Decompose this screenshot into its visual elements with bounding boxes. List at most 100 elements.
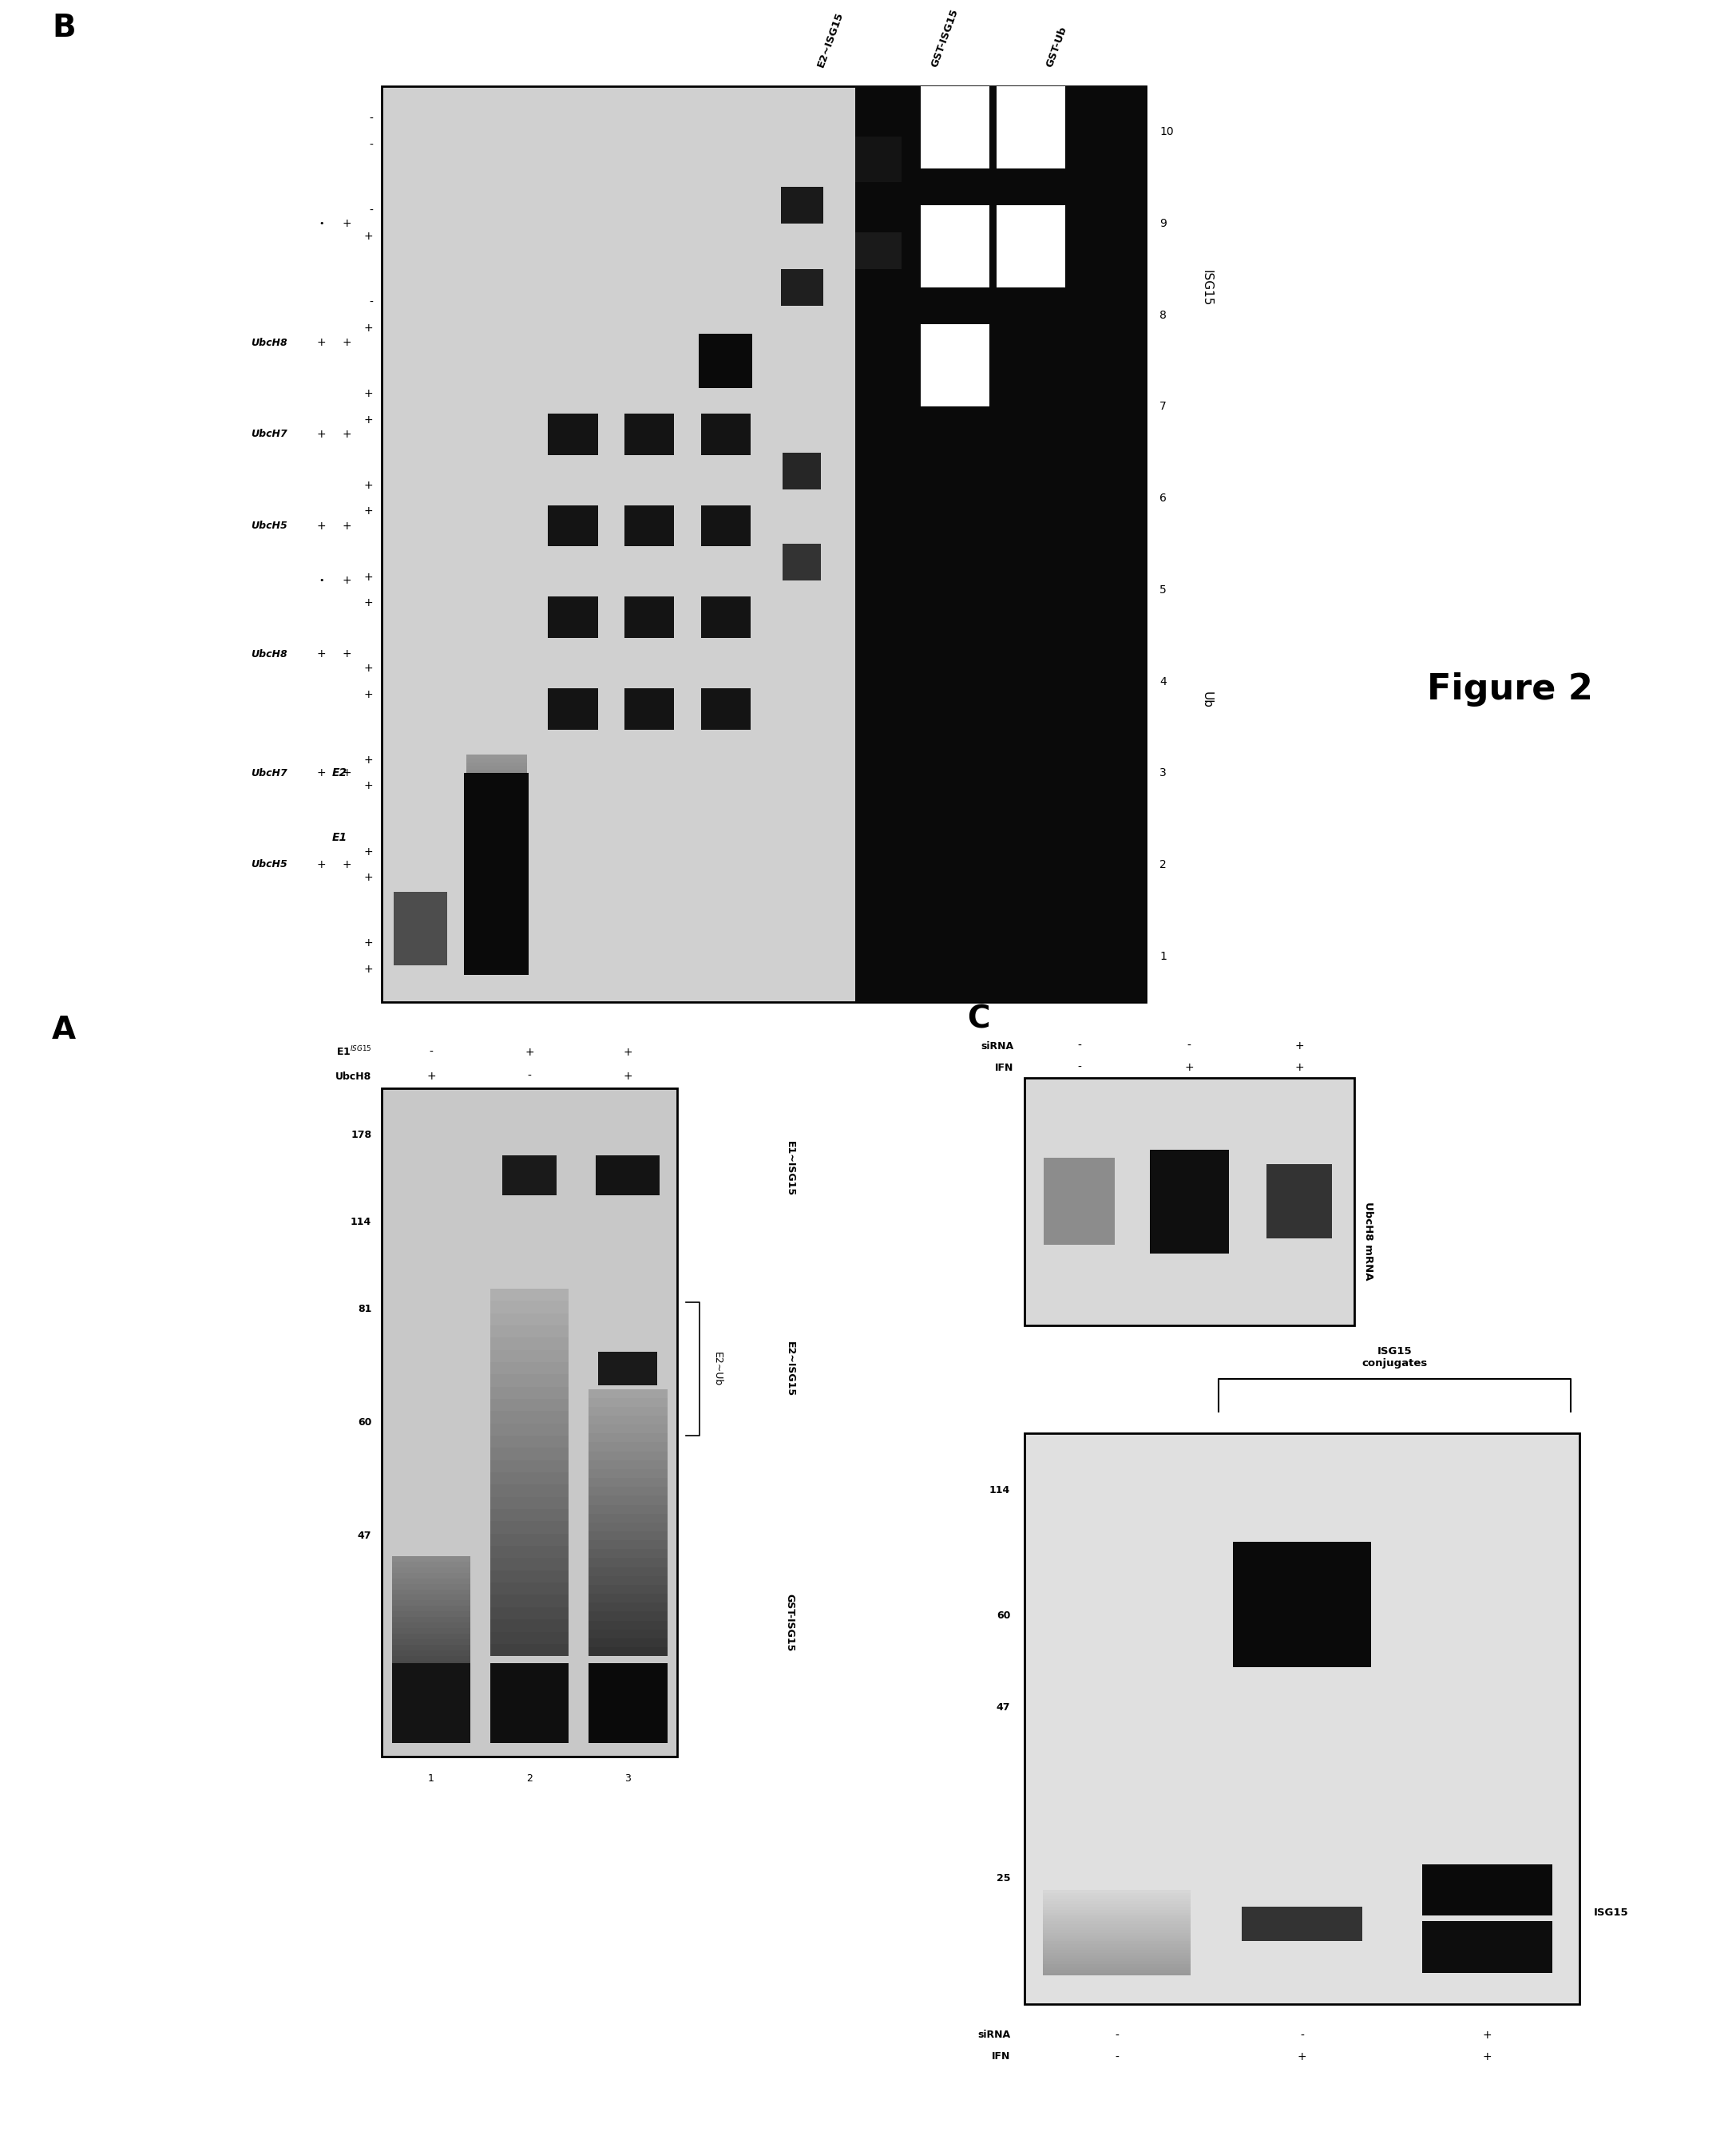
- Bar: [1043, 1933, 1191, 1935]
- Bar: [1043, 1916, 1191, 1918]
- Bar: [996, 205, 1066, 287]
- Text: +: +: [342, 519, 352, 532]
- Text: 25: 25: [996, 1873, 1010, 1883]
- Text: E2~ISG15: E2~ISG15: [816, 11, 845, 69]
- Text: 2: 2: [1160, 860, 1167, 871]
- Bar: [465, 791, 528, 795]
- Bar: [589, 1487, 667, 1496]
- Bar: [589, 1549, 667, 1558]
- Bar: [465, 843, 528, 847]
- Bar: [700, 334, 752, 388]
- Bar: [1043, 1896, 1191, 1899]
- Bar: [595, 1155, 660, 1196]
- Bar: [589, 1390, 667, 1399]
- Text: +: +: [316, 649, 326, 659]
- Bar: [1043, 1922, 1191, 1924]
- Bar: [920, 86, 990, 168]
- Text: 1: 1: [1160, 950, 1167, 961]
- Bar: [599, 1351, 658, 1386]
- Text: •: •: [319, 220, 323, 228]
- Bar: [465, 862, 528, 864]
- Bar: [920, 323, 990, 407]
- Text: +: +: [316, 519, 326, 532]
- Text: +: +: [524, 1047, 535, 1058]
- Bar: [465, 754, 528, 759]
- Text: GST-Ub: GST-Ub: [1045, 26, 1069, 69]
- Bar: [1043, 1892, 1191, 1896]
- Bar: [465, 817, 528, 821]
- Bar: [490, 1582, 569, 1595]
- Bar: [392, 1651, 470, 1655]
- Bar: [589, 1504, 667, 1513]
- Bar: [490, 1472, 569, 1485]
- Text: +: +: [1184, 1062, 1194, 1073]
- Bar: [465, 759, 528, 763]
- Bar: [1043, 1924, 1191, 1927]
- Bar: [701, 504, 750, 547]
- Bar: [392, 1662, 470, 1668]
- Bar: [589, 1567, 667, 1575]
- Bar: [392, 1690, 470, 1696]
- Bar: [392, 1633, 470, 1640]
- Bar: [783, 453, 821, 489]
- Bar: [392, 1590, 470, 1595]
- Text: 81: 81: [358, 1304, 372, 1315]
- Text: +: +: [365, 963, 373, 974]
- Text: 60: 60: [358, 1418, 372, 1427]
- Text: +: +: [342, 218, 352, 228]
- Text: -: -: [1078, 1041, 1082, 1052]
- Bar: [549, 597, 597, 638]
- Text: E1~ISG15: E1~ISG15: [785, 1140, 795, 1196]
- Text: IFN: IFN: [995, 1062, 1014, 1073]
- Bar: [490, 1608, 569, 1618]
- Text: +: +: [365, 780, 373, 791]
- Bar: [490, 1386, 569, 1399]
- Bar: [392, 1584, 470, 1590]
- Text: +: +: [342, 575, 352, 586]
- Bar: [856, 136, 901, 183]
- Text: 114: 114: [351, 1218, 372, 1226]
- Bar: [490, 1664, 569, 1743]
- Bar: [1043, 1907, 1191, 1909]
- Text: 2: 2: [526, 1774, 533, 1784]
- Text: UbcH5: UbcH5: [250, 860, 288, 871]
- Bar: [589, 1442, 667, 1450]
- Text: siRNA: siRNA: [981, 1041, 1014, 1052]
- Bar: [701, 687, 750, 731]
- Text: 9: 9: [1160, 218, 1167, 228]
- Text: +: +: [342, 767, 352, 778]
- Bar: [465, 784, 528, 789]
- Bar: [625, 687, 674, 731]
- Bar: [589, 1478, 667, 1487]
- Text: +: +: [365, 873, 373, 884]
- Bar: [392, 1623, 470, 1629]
- Bar: [589, 1407, 667, 1416]
- Bar: [465, 849, 528, 853]
- Bar: [392, 1567, 470, 1573]
- Text: +: +: [365, 664, 373, 675]
- Text: siRNA: siRNA: [977, 2030, 1010, 2041]
- Bar: [490, 1618, 569, 1631]
- Text: 3: 3: [1160, 767, 1167, 778]
- Bar: [465, 806, 528, 810]
- Bar: [490, 1545, 569, 1558]
- Text: C: C: [967, 1004, 990, 1034]
- Bar: [1043, 1157, 1115, 1246]
- Text: UbcH8 mRNA: UbcH8 mRNA: [1363, 1200, 1373, 1280]
- Bar: [394, 892, 446, 965]
- Bar: [382, 86, 1146, 1002]
- Bar: [589, 1450, 667, 1461]
- Bar: [392, 1672, 470, 1679]
- Text: -: -: [1187, 1041, 1191, 1052]
- Bar: [589, 1575, 667, 1584]
- Text: 60: 60: [996, 1610, 1010, 1621]
- Text: UbcH8: UbcH8: [335, 1071, 372, 1082]
- Bar: [1043, 1950, 1191, 1952]
- Bar: [465, 858, 528, 862]
- Bar: [490, 1302, 569, 1312]
- Text: -: -: [370, 297, 373, 308]
- Bar: [490, 1289, 569, 1302]
- Text: +: +: [365, 388, 373, 399]
- Bar: [920, 205, 990, 287]
- Text: 1: 1: [429, 1774, 434, 1784]
